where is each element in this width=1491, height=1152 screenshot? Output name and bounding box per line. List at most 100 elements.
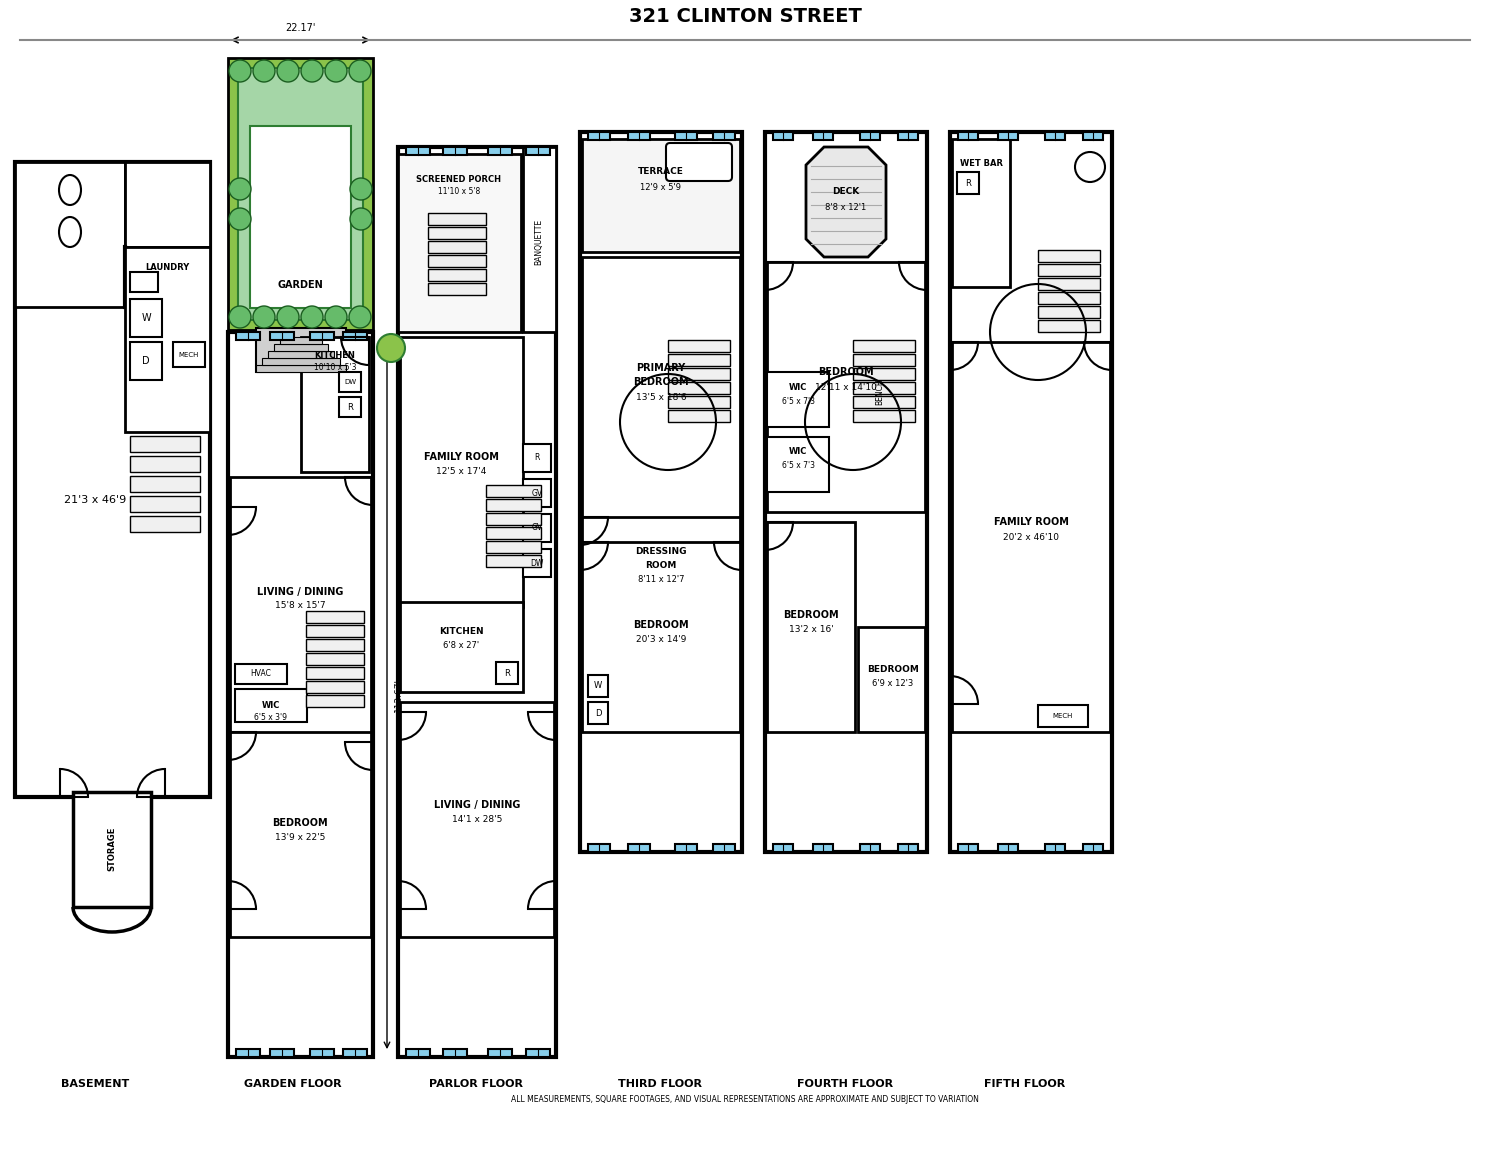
Bar [486, 485, 541, 497]
Text: 15'8 x 15'7: 15'8 x 15'7 [274, 601, 325, 611]
Text: R: R [965, 179, 971, 188]
Bar [428, 255, 486, 267]
Bar [853, 354, 915, 366]
Bar [1038, 291, 1100, 304]
Bar [959, 132, 978, 141]
Bar [400, 702, 555, 937]
Bar [668, 354, 731, 366]
Text: 6'8 x 27': 6'8 x 27' [443, 642, 479, 651]
Bar [497, 662, 517, 684]
Text: DRESSING: DRESSING [635, 547, 687, 556]
Circle shape [350, 209, 371, 230]
Circle shape [325, 306, 347, 328]
Bar [398, 147, 556, 1058]
Bar [813, 844, 833, 852]
Bar [488, 1049, 511, 1058]
Bar [766, 372, 829, 427]
Bar [125, 162, 210, 247]
Bar [1082, 844, 1103, 852]
Bar [310, 332, 334, 340]
Text: 13'9 x 22'5: 13'9 x 22'5 [274, 833, 325, 841]
Bar [236, 664, 286, 684]
Circle shape [230, 179, 250, 200]
Text: 13'2 x 16': 13'2 x 16' [789, 626, 833, 635]
Bar [262, 358, 340, 365]
Bar [486, 555, 541, 567]
Text: MECH: MECH [1053, 713, 1074, 719]
Text: FAMILY ROOM: FAMILY ROOM [993, 517, 1069, 526]
Bar [628, 844, 650, 852]
Text: BEDROOM: BEDROOM [634, 377, 689, 387]
Text: D: D [142, 356, 149, 366]
Text: KITCHEN: KITCHEN [438, 628, 483, 637]
Bar [581, 257, 740, 522]
Bar [306, 681, 364, 694]
Bar [236, 1049, 259, 1058]
Polygon shape [807, 147, 886, 257]
Bar [772, 844, 793, 852]
Text: BEDROOM: BEDROOM [819, 367, 874, 377]
Bar [306, 667, 364, 679]
Text: GV: GV [531, 488, 543, 498]
Bar [338, 397, 361, 417]
Bar [306, 653, 364, 665]
Text: W: W [593, 682, 602, 690]
Bar [230, 477, 371, 742]
Text: DW: DW [531, 559, 544, 568]
Text: FIFTH FLOOR: FIFTH FLOOR [984, 1079, 1066, 1089]
Text: THIRD FLOOR: THIRD FLOOR [617, 1079, 702, 1089]
Bar [130, 300, 163, 338]
Bar [853, 367, 915, 380]
Bar [239, 68, 362, 320]
Circle shape [349, 60, 371, 82]
Bar [587, 132, 610, 141]
Bar [997, 844, 1018, 852]
Text: W: W [142, 313, 151, 323]
FancyBboxPatch shape [666, 143, 732, 181]
Bar [860, 132, 880, 141]
Bar [523, 444, 552, 472]
Text: BEDROOM: BEDROOM [783, 611, 839, 620]
Bar [898, 132, 918, 141]
Text: WIC: WIC [789, 382, 807, 392]
Text: LIVING / DINING: LIVING / DINING [434, 799, 520, 810]
Bar [523, 479, 552, 507]
Text: 22.17': 22.17' [285, 23, 315, 33]
Bar [428, 241, 486, 253]
Text: ALL MEASUREMENTS, SQUARE FOOTAGES, AND VISUAL REPRESENTATIONS ARE APPROXIMATE AN: ALL MEASUREMENTS, SQUARE FOOTAGES, AND V… [511, 1096, 980, 1105]
Bar [713, 132, 735, 141]
Bar [1045, 844, 1065, 852]
Bar [486, 513, 541, 525]
Bar [130, 342, 163, 380]
Bar [228, 332, 373, 1058]
Bar [587, 844, 610, 852]
Text: TERRACE: TERRACE [638, 167, 684, 176]
Text: PRIMARY: PRIMARY [637, 363, 686, 373]
Bar [668, 382, 731, 394]
Bar [523, 514, 552, 541]
Bar [766, 262, 924, 511]
Text: ROOM: ROOM [646, 561, 677, 570]
Bar [428, 213, 486, 225]
Text: BANQUETTE: BANQUETTE [534, 219, 544, 265]
Text: R: R [347, 402, 353, 411]
Bar [236, 689, 307, 722]
Bar [628, 132, 650, 141]
Text: 6'9 x 12'3: 6'9 x 12'3 [872, 680, 914, 689]
Bar [1038, 306, 1100, 318]
Bar [228, 58, 373, 329]
Circle shape [277, 60, 300, 82]
Text: 21'3 x 46'9: 21'3 x 46'9 [64, 495, 127, 505]
Bar [581, 139, 740, 252]
Text: 12'5 x 17'4: 12'5 x 17'4 [435, 467, 486, 476]
Bar [1045, 132, 1065, 141]
Bar [950, 132, 1112, 852]
Text: 13'5 x 18'6: 13'5 x 18'6 [635, 393, 686, 402]
Bar [488, 147, 511, 156]
Bar [853, 396, 915, 408]
Bar [668, 410, 731, 422]
Bar [270, 332, 294, 340]
Bar [15, 162, 210, 797]
Bar [230, 732, 371, 937]
Bar [766, 437, 829, 492]
